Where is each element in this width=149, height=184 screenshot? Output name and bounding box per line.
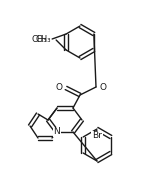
Text: CH₃: CH₃ [32,35,47,43]
Text: CH₃: CH₃ [36,36,51,45]
Text: N: N [54,128,60,137]
Text: O: O [100,82,107,91]
Text: Br: Br [92,132,102,141]
Text: O: O [55,84,62,93]
